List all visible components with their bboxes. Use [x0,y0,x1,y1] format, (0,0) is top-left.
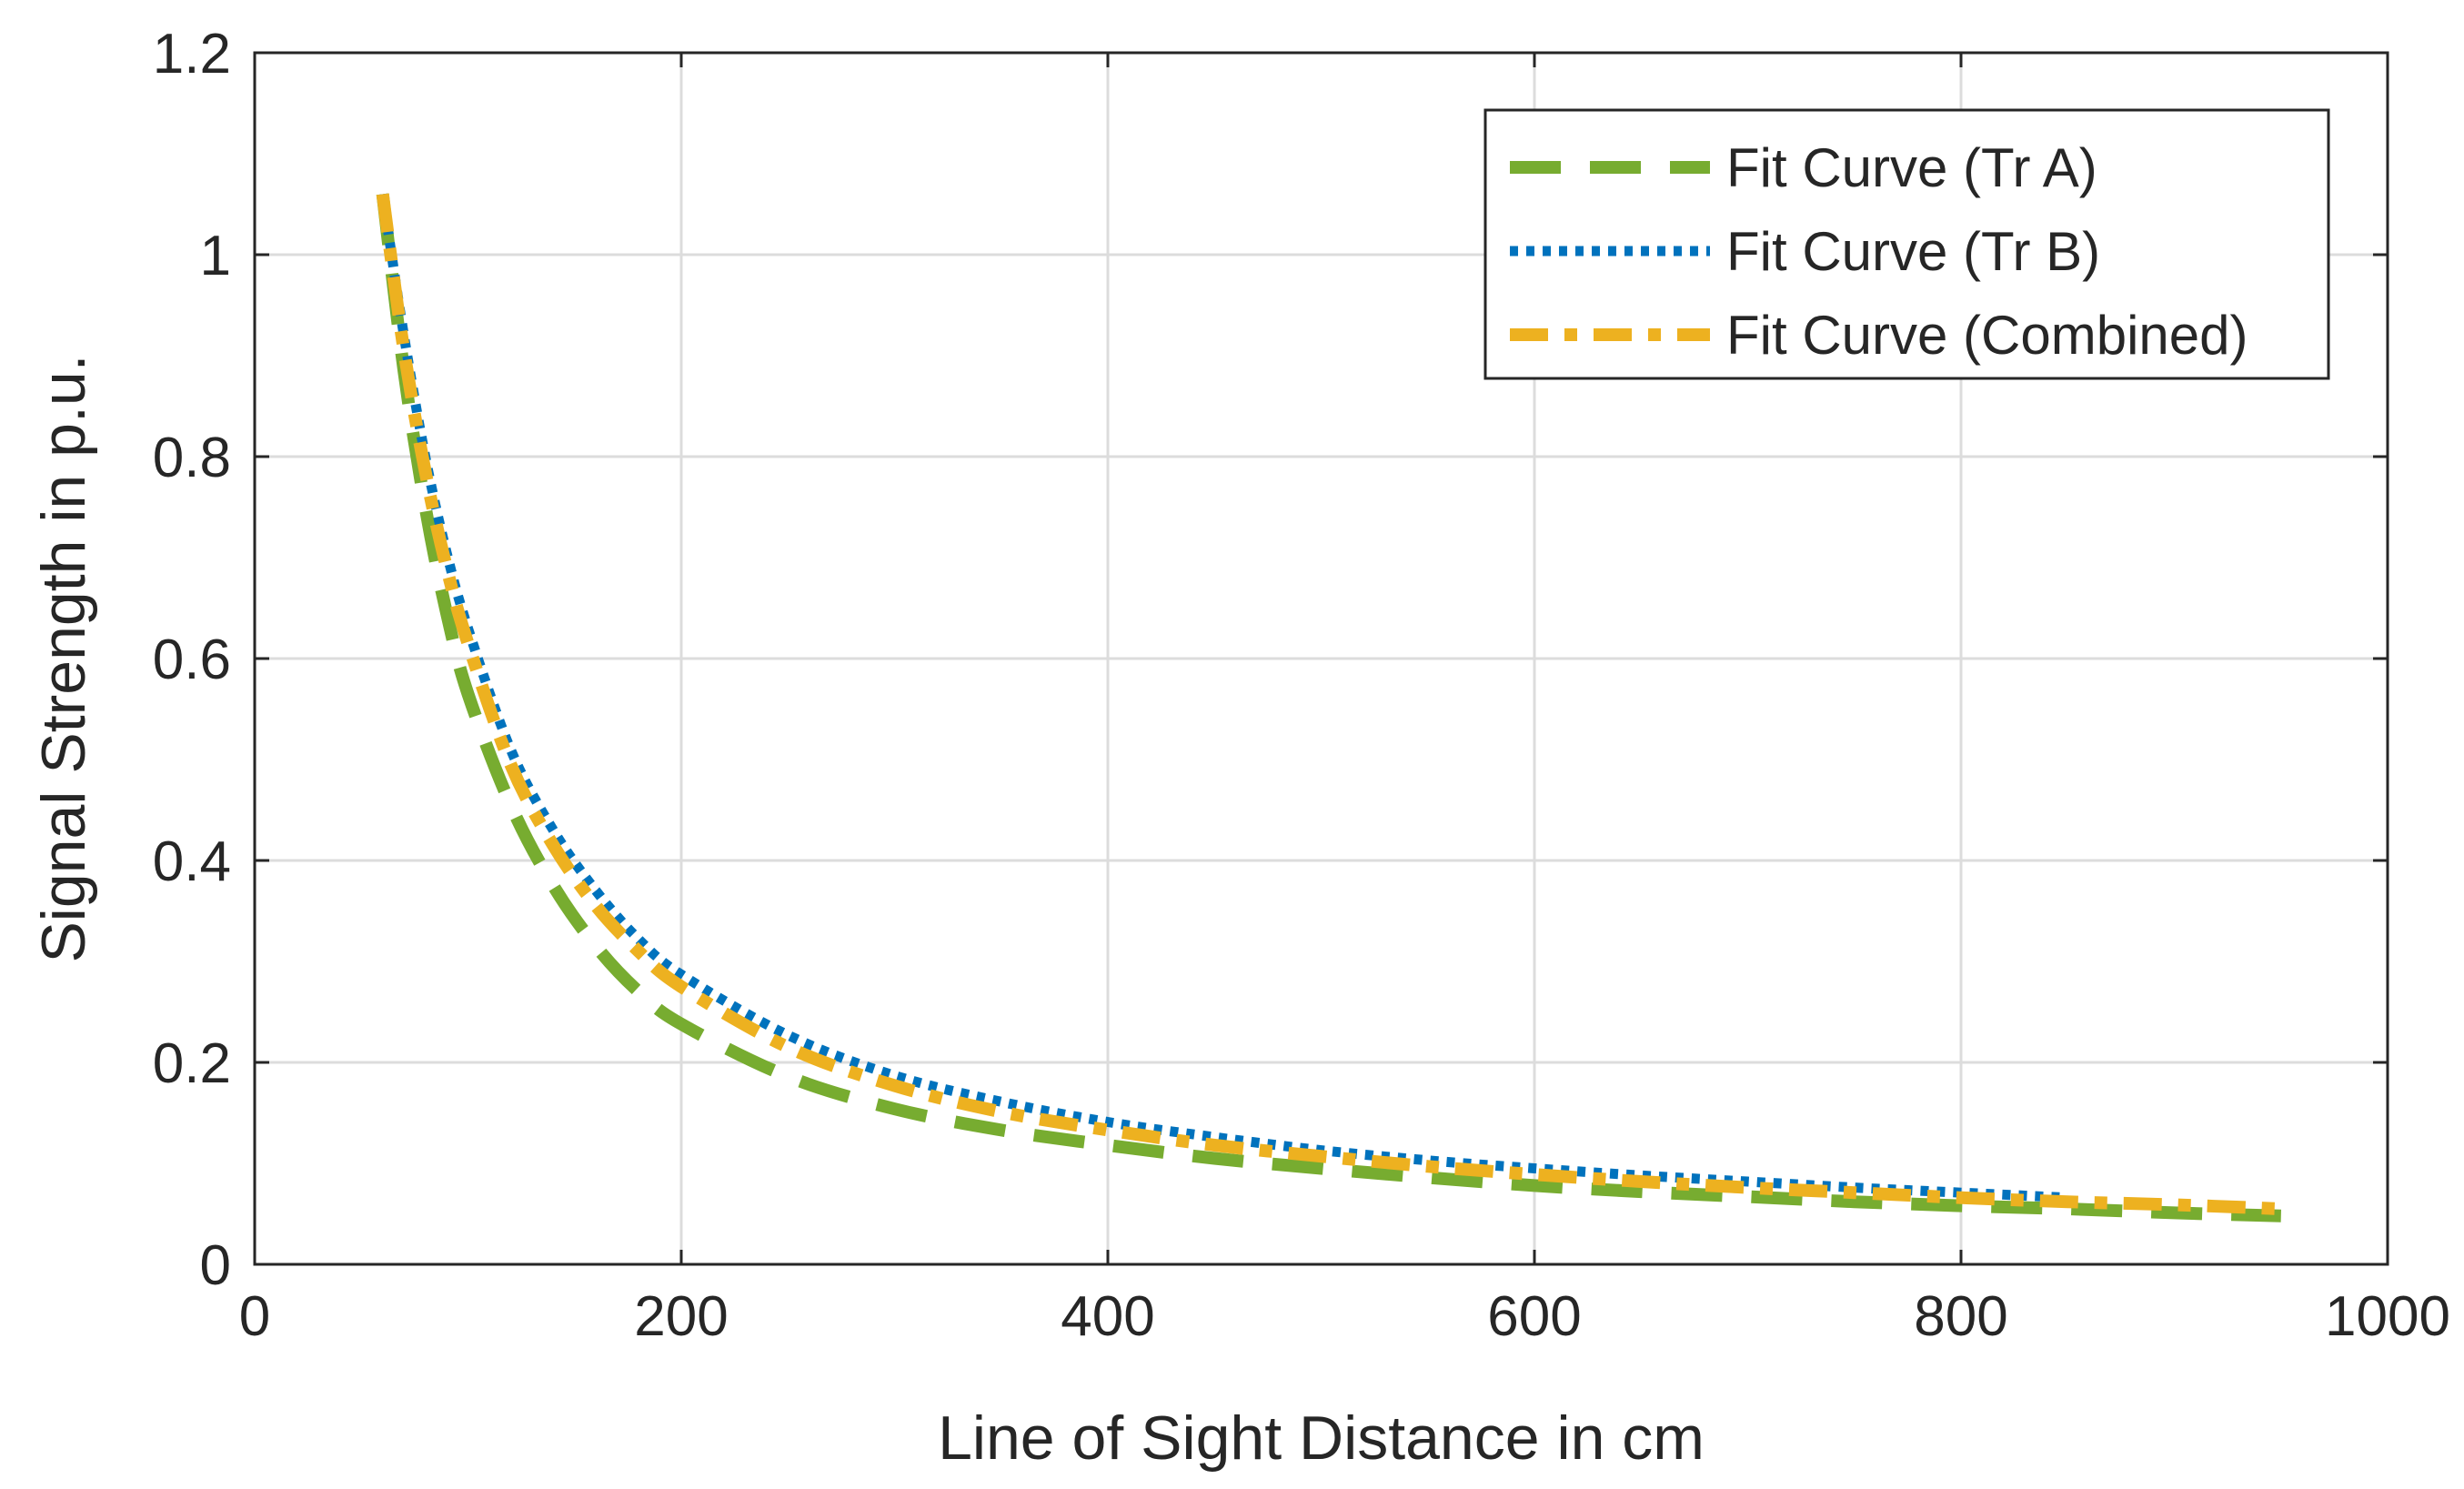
y-tick-label: 1 [200,225,231,287]
legend: Fit Curve (Tr A) Fit Curve (Tr B) Fit Curv… [1483,108,2330,380]
x-tick-label: 400 [1061,1285,1154,1348]
x-tick-label: 800 [1914,1285,2007,1348]
y-tick-label: 1.2 [153,23,231,86]
y-tick-label: 0.8 [153,427,231,489]
y-tick-label: 0.4 [153,830,231,893]
y-tick-label: 0.6 [153,629,231,691]
legend-label-3: Fit Curve (Combined) [1726,305,2248,366]
x-tick-label: 200 [634,1285,728,1348]
series-group [376,193,2282,1222]
y-tick-label: 0 [200,1234,231,1297]
tick-marks [253,51,2389,1266]
x-axis-label: Line of Sight Distance in cm [938,1403,1705,1473]
x-tick-label: 1000 [2325,1285,2450,1348]
x-tick-label: 600 [1487,1285,1581,1348]
tick-labels: 0 200 400 600 800 1000 0 0.2 0.4 0.6 0.8 1 1.2 [153,23,2450,1348]
y-axis-label: Signal Strength in p.u. [29,354,98,962]
legend-label-1: Fit Curve (Tr A) [1726,137,2097,198]
series-line-3 [376,193,2282,1215]
y-tick-label: 0.2 [153,1032,231,1095]
series-line-1 [376,193,2281,1222]
x-tick-label: 0 [239,1285,270,1348]
legend-label-2: Fit Curve (Tr B) [1726,221,2100,282]
